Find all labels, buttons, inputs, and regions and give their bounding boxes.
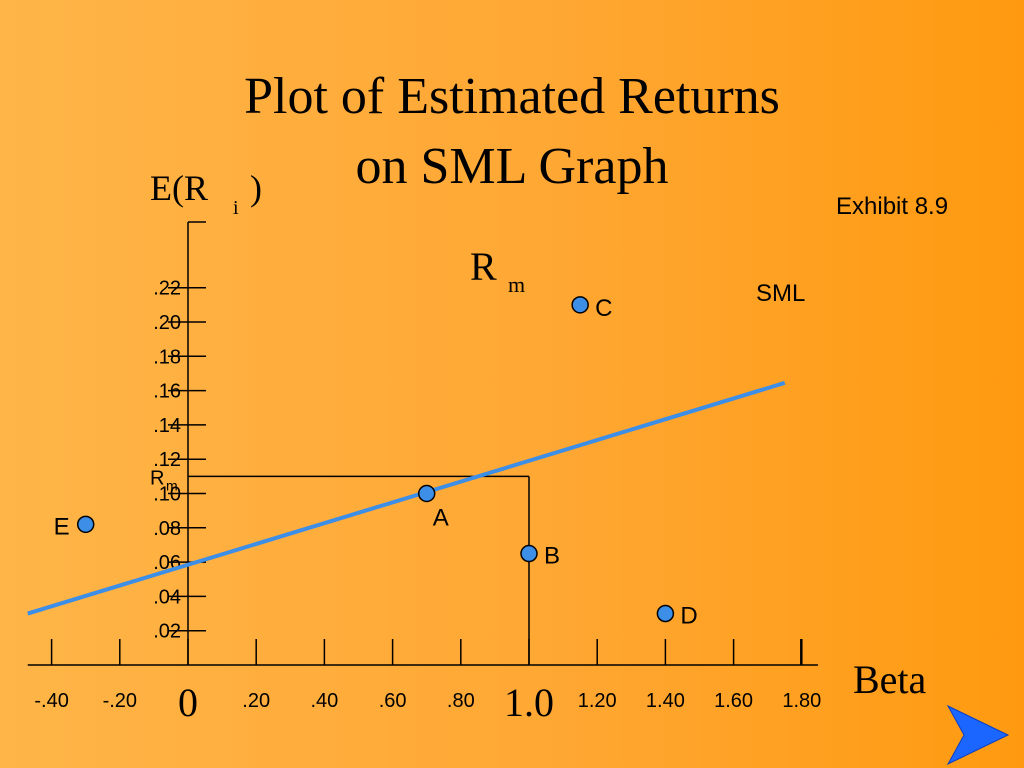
y-axis-title-close: ) — [250, 168, 262, 208]
x-tick-label: .40 — [310, 690, 338, 712]
point-e — [76, 515, 95, 534]
y-axis-title-sub: i — [233, 197, 239, 219]
y-tick-label: .08 — [153, 518, 181, 540]
rm-label: R — [470, 244, 497, 289]
y-tick-label: .10 — [153, 484, 181, 506]
x-tick-label: .60 — [379, 690, 407, 712]
rm-label-sub: m — [508, 272, 525, 297]
point-label-b: B — [544, 543, 560, 570]
chart-title: Plot of Estimated Returns on SML Graph — [0, 62, 1024, 202]
point-c — [571, 296, 589, 314]
point-label-c: C — [595, 295, 612, 322]
point-b — [520, 544, 538, 563]
point-label-e: E — [54, 513, 70, 540]
y-tick-label: .18 — [153, 346, 181, 368]
y-tick-label: .22 — [153, 278, 181, 300]
x-tick-label: 1.80 — [782, 690, 821, 712]
y-tick-label: .12 — [153, 449, 181, 471]
title-line-2: on SML Graph — [355, 138, 669, 195]
y-tick-label: .16 — [153, 381, 181, 403]
y-tick-label: .04 — [153, 586, 181, 608]
point-label-a: A — [433, 505, 449, 532]
title-line-1: Plot of Estimated Returns — [244, 68, 780, 125]
sml-line — [27, 380, 786, 616]
x-tick-label: 1.20 — [578, 690, 617, 712]
x-tick-label: 1.40 — [646, 690, 685, 712]
exhibit-label: Exhibit 8.9 — [836, 193, 949, 220]
next-arrow-icon[interactable] — [944, 704, 1010, 766]
y-tick-label-rm: R — [150, 467, 164, 489]
x-tick-label: -.20 — [103, 690, 137, 712]
y-tick-label: .20 — [153, 312, 181, 334]
y-tick-label: .14 — [153, 415, 181, 437]
y-axis-title: E(R — [150, 168, 208, 208]
point-label-d: D — [680, 603, 697, 630]
x-tick-label: .20 — [242, 690, 270, 712]
x-tick-label: 1.0 — [504, 680, 554, 725]
point-a — [417, 484, 436, 503]
point-d — [656, 604, 675, 623]
sml-label: SML — [756, 280, 805, 307]
x-tick-label: -.40 — [34, 690, 68, 712]
x-axis-title: Beta — [853, 657, 927, 702]
x-tick-label: 1.60 — [714, 690, 753, 712]
x-tick-label: 0 — [178, 680, 198, 725]
y-tick-label: .02 — [153, 621, 181, 643]
y-tick-label-rm-sub: m — [166, 477, 178, 493]
x-tick-label: .80 — [447, 690, 475, 712]
